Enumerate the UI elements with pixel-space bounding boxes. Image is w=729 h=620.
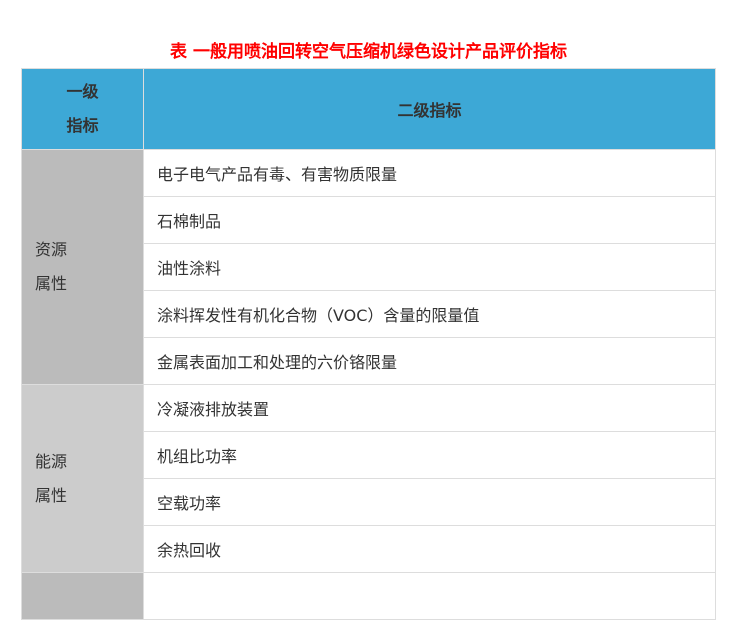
header-level1-line1: 一级 <box>66 82 99 101</box>
table-row: 余热回收 <box>22 525 716 573</box>
table-row: 金属表面加工和处理的六价铬限量 <box>22 337 716 385</box>
header-level1-line2: 指标 <box>66 116 99 135</box>
indicator-cell: 机组比功率 <box>143 431 716 479</box>
indicator-cell: 空载功率 <box>143 478 716 526</box>
group-label-line1: 能源 <box>35 451 68 471</box>
group-next <box>21 572 144 620</box>
table-row: 油性涂料 <box>22 243 716 291</box>
indicator-cell: 金属表面加工和处理的六价铬限量 <box>143 337 716 385</box>
table-title: 表 一般用喷油回转空气压缩机绿色设计产品评价指标 <box>170 42 567 62</box>
header-row: 一级指标 二级指标 <box>21 68 716 150</box>
header-level2: 二级指标 <box>143 68 716 150</box>
indicator-cell: 涂料挥发性有机化合物（VOC）含量的限量值 <box>143 290 716 338</box>
indicator-cell: 油性涂料 <box>143 243 716 291</box>
indicator-cell <box>143 572 716 620</box>
group-energy: 能源 属性 <box>21 384 144 573</box>
table-row-partial <box>21 572 716 620</box>
indicator-cell: 余热回收 <box>143 525 716 573</box>
indicator-cell: 石棉制品 <box>143 196 716 244</box>
table-row: 机组比功率 <box>22 431 716 479</box>
evaluation-table: 一级指标 二级指标 资源属性 电子电气产品有毒、有害物质限量 石棉制品 油性涂料… <box>21 68 716 620</box>
group-resource: 资源 属性 <box>21 149 144 385</box>
table-row: 石棉制品 <box>22 196 716 244</box>
indicator-cell: 冷凝液排放装置 <box>143 384 716 432</box>
header-level1: 一级 指标 <box>21 68 144 150</box>
table-row: 空载功率 <box>22 478 716 526</box>
group-label-line2: 属性 <box>35 485 68 505</box>
indicator-cell: 电子电气产品有毒、有害物质限量 <box>143 149 716 197</box>
table-row: 能源属性 冷凝液排放装置 <box>21 384 716 573</box>
table-row: 资源属性 电子电气产品有毒、有害物质限量 <box>21 149 716 385</box>
group-label-line1: 资源 <box>35 240 68 259</box>
group-label-line2: 属性 <box>35 274 68 293</box>
